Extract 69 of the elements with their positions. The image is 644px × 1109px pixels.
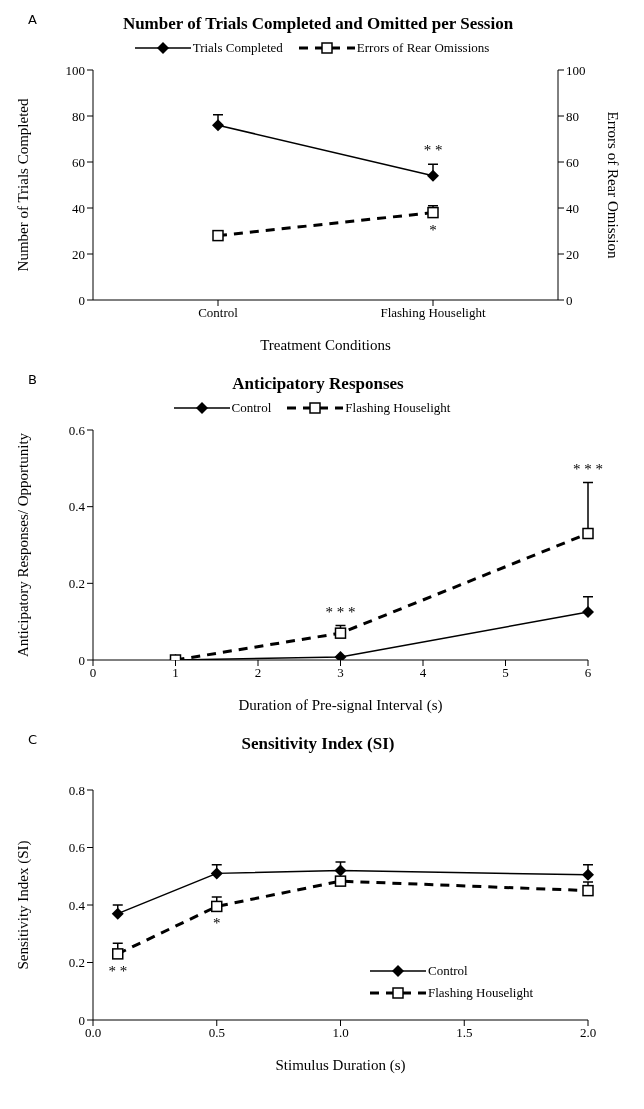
y-tick-label: 0.2 [68,575,85,591]
y-tick-label: 0 [78,292,85,308]
y-tick-label: 0.4 [68,499,86,515]
legend-label: Flashing Houselight [345,400,451,416]
point [582,868,594,881]
annotation: * [429,221,437,238]
y-tick-label: 0.6 [68,840,86,856]
x-tick-label: 6 [584,665,592,681]
y-tick-label: 0 [78,1012,85,1028]
point [334,875,347,887]
x-tick-label: 2.0 [579,1025,597,1041]
point [582,527,594,540]
y2-tick-label: 100 [566,62,586,78]
y-tick-label: 20 [72,246,85,262]
x-tick-label: 1 [172,665,179,681]
y-tick-label: 60 [72,154,85,170]
y-axis-title: Number of Trials Completed [15,98,32,272]
point [334,627,347,639]
y2-tick-label: 80 [566,108,579,124]
legend-label: Control [231,400,272,416]
point [582,606,594,619]
x-tick-label: 2 [254,665,262,681]
point [112,948,124,960]
annotation: * * * [325,603,356,620]
y-tick-label: 40 [72,200,85,216]
point [334,650,347,660]
y-tick-label: 0.2 [68,955,85,971]
x-axis-title: Stimulus Duration (s) [275,1057,406,1074]
text: B [28,372,37,387]
legend-label: Trials Completed [192,40,283,56]
x-tick-label: 0.0 [84,1025,102,1041]
x-tick-label: 1.0 [332,1025,349,1041]
x-tick-label: 5 [502,665,509,681]
text: A [28,12,37,27]
chart-title: Sensitivity Index (SI) [241,734,395,753]
y-tick-label: 80 [72,108,85,124]
point [210,867,223,880]
y-axis-title: Sensitivity Index (SI) [15,840,33,970]
annotation: * * * [573,460,603,477]
x-tick-label: 3 [337,665,344,681]
y-tick-label: 0.8 [68,782,85,798]
annotation: * * [108,962,128,979]
point [582,884,594,897]
annotation: * [213,915,221,932]
x-tick-label: 0 [89,665,97,681]
y2-tick-label: 0 [566,292,573,308]
x-tick-label: 4 [419,665,427,681]
x-tick-label: 0.5 [208,1025,225,1041]
text: C [28,732,38,747]
chart-title: Number of Trials Completed and Omitted per Session [122,14,514,33]
annotation: * * [423,142,443,159]
y2-tick-label: 60 [566,154,579,170]
y2-tick-label: 20 [566,246,579,262]
y-tick-label: 0.6 [68,422,86,438]
x-axis-title: Treatment Conditions [260,337,392,353]
y-tick-label: 0.4 [68,897,86,913]
legend-label: Control [428,963,468,979]
legend-label: Errors of Rear Omissions [356,40,490,56]
point [334,864,347,877]
point [211,900,223,913]
y-tick-label: 100 [65,62,85,78]
y2-axis-title: Errors of Rear Omission [604,111,621,260]
y-axis-title: Anticipatory Responses/ Opportunity [15,432,32,658]
y2-tick-label: 40 [566,200,579,216]
y-tick-label: 0 [78,652,85,668]
chart-title: Anticipatory Responses [232,374,404,393]
legend-label: Flashing Houselight [428,985,534,1001]
x-axis-title: Duration of Pre-signal Interval (s) [238,697,443,714]
x-tick-label: 1.5 [456,1025,473,1041]
